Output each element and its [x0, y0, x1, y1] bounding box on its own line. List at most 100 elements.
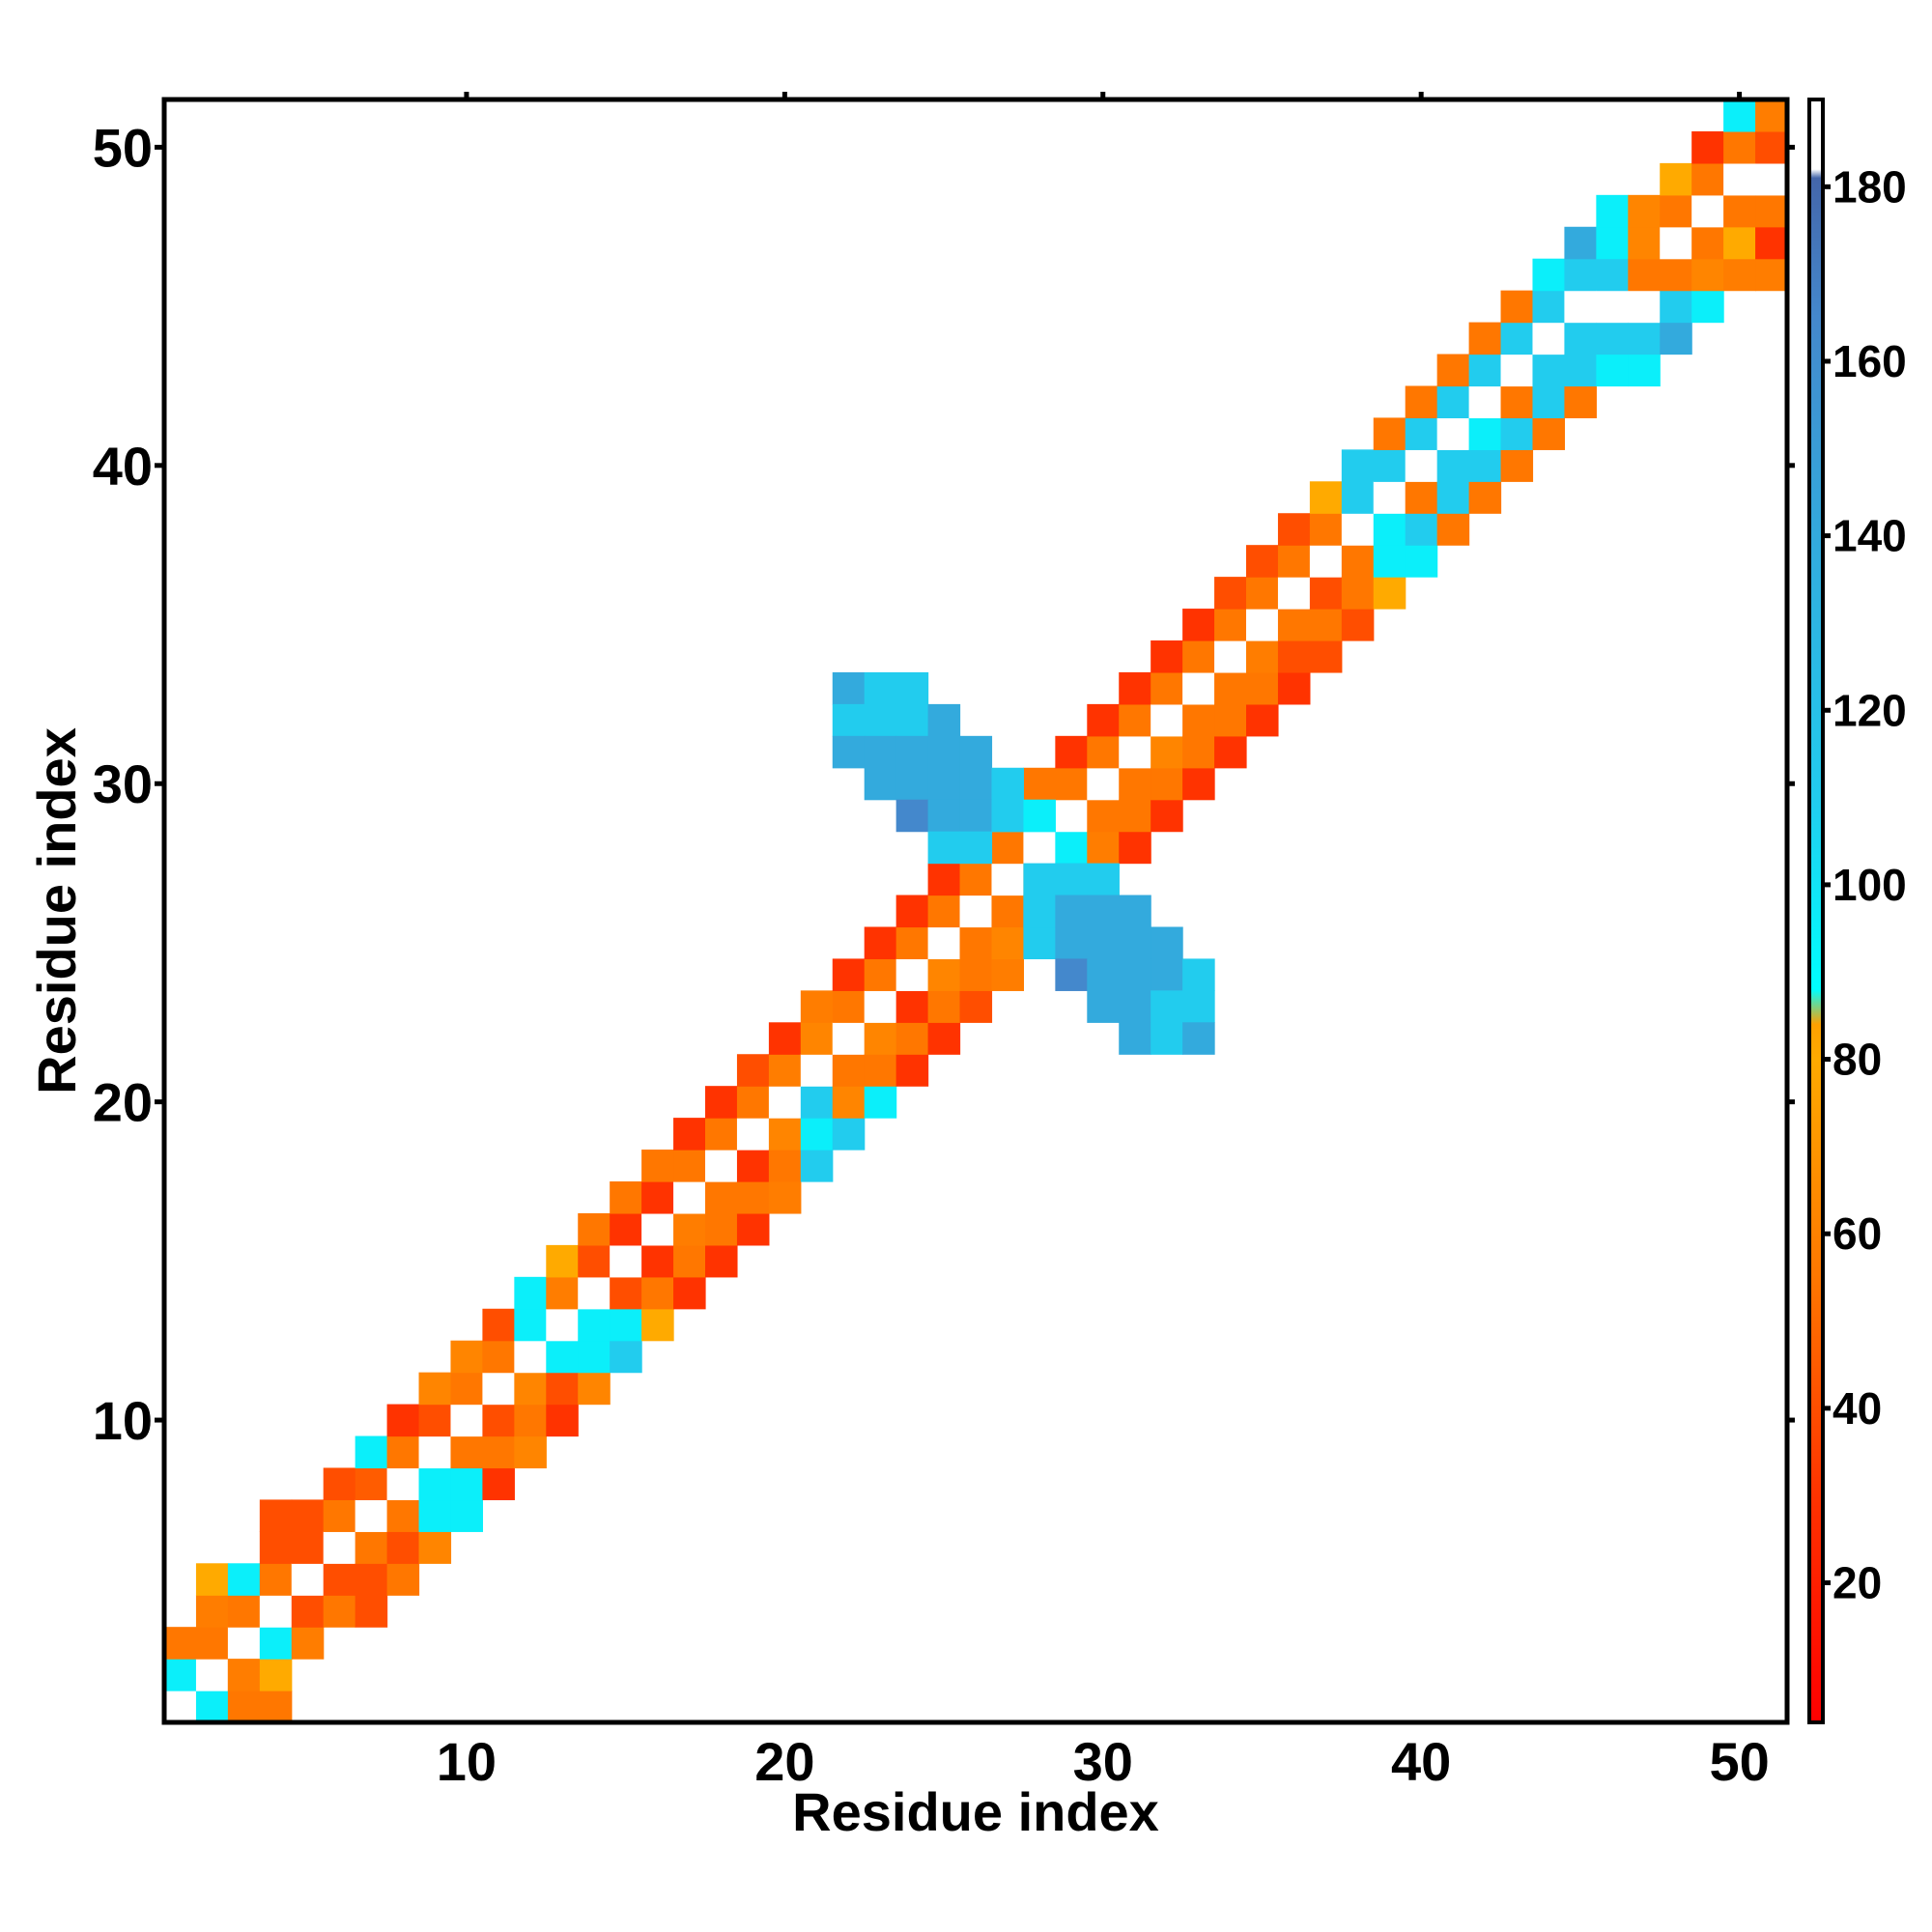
- heatmap-cell: [1500, 322, 1534, 355]
- heatmap-cell: [386, 1404, 420, 1437]
- heatmap-cell: [641, 1276, 674, 1310]
- heatmap-cell: [1309, 513, 1343, 546]
- heatmap-cell: [1723, 162, 1756, 196]
- heatmap-cell: [673, 1276, 706, 1310]
- heatmap-cell: [1182, 767, 1215, 801]
- heatmap-cell: [768, 1150, 802, 1182]
- heatmap-cell: [1055, 799, 1088, 833]
- heatmap-cell: [1182, 640, 1215, 673]
- heatmap-cell: [959, 799, 993, 833]
- heatmap-cell: [895, 1054, 929, 1087]
- heatmap-cell: [1436, 449, 1470, 482]
- heatmap-cell: [736, 1086, 770, 1119]
- heatmap-cell: [259, 1499, 293, 1532]
- heatmap-cell: [641, 1150, 674, 1182]
- heatmap-cell: [927, 990, 961, 1023]
- heatmap-cell: [195, 1595, 229, 1628]
- x-tick-label: 20: [754, 1731, 814, 1792]
- heatmap-cell: [1214, 703, 1247, 737]
- heatmap-cell: [578, 1340, 611, 1374]
- heatmap-cell: [1723, 258, 1756, 292]
- heatmap-cell: [1564, 322, 1597, 355]
- heatmap-cell: [959, 958, 993, 991]
- heatmap-cell: [164, 1659, 197, 1691]
- heatmap-cell: [1277, 640, 1311, 673]
- heatmap-cell: [959, 831, 993, 865]
- heatmap-cell: [800, 1150, 834, 1182]
- heatmap-cell: [1182, 735, 1215, 769]
- heatmap-cell: [736, 1181, 770, 1214]
- heatmap-cell: [1055, 958, 1088, 991]
- heatmap-cell: [514, 1340, 547, 1374]
- heatmap-cell: [259, 1531, 293, 1564]
- heatmap-cell: [1436, 385, 1470, 419]
- heatmap-cell: [895, 958, 929, 991]
- heatmap-cell: [1468, 449, 1502, 482]
- heatmap-cell: [1628, 226, 1661, 260]
- heatmap-cell: [514, 1404, 547, 1437]
- heatmap-cell: [610, 1308, 642, 1342]
- heatmap-cell: [864, 1086, 897, 1119]
- colorbar: 20 40 60 80 100 120 140 160 180: [1807, 98, 1907, 1724]
- heatmap-cell: [1151, 767, 1183, 801]
- heatmap-cell: [386, 1499, 420, 1532]
- heatmap-cell: [1436, 513, 1470, 546]
- heatmap-cell: [1755, 226, 1788, 260]
- heatmap-cell: [1373, 417, 1406, 450]
- heatmap-cell: [1277, 513, 1311, 546]
- heatmap-cell: [164, 1690, 197, 1723]
- heatmap-cell: [1405, 449, 1438, 482]
- heatmap-cell: [1119, 1022, 1151, 1055]
- heatmap-cell: [1309, 577, 1343, 610]
- heatmap-cell: [1087, 767, 1120, 801]
- heatmap-cell: [578, 1308, 611, 1342]
- heatmap-cell: [991, 958, 1025, 991]
- heatmap-cell: [1436, 481, 1470, 514]
- heatmap-cell: [259, 1595, 293, 1628]
- heatmap-cell: [1119, 767, 1151, 801]
- y-tick-label: 20: [93, 1072, 153, 1133]
- heatmap-cell: [1755, 258, 1788, 292]
- heatmap-cell: [1246, 609, 1279, 641]
- heatmap-cell: [1373, 449, 1406, 482]
- plot-frame: [161, 97, 1790, 1725]
- heatmap-cell: [864, 926, 897, 960]
- heatmap-cell: [227, 1595, 261, 1628]
- heatmap-cell: [641, 1181, 674, 1214]
- heatmap-cell: [1119, 895, 1151, 928]
- heatmap-cell: [1373, 577, 1406, 610]
- x-tick-label: 40: [1391, 1731, 1451, 1792]
- heatmap-cell: [927, 863, 961, 896]
- heatmap-cell: [1723, 226, 1756, 260]
- heatmap-cell: [1182, 703, 1215, 737]
- heatmap-cell: [1246, 703, 1279, 737]
- heatmap-cell: [546, 1340, 579, 1374]
- heatmap-cell: [482, 1435, 515, 1469]
- heatmap-cell: [418, 1372, 452, 1406]
- heatmap-cell: [705, 1244, 738, 1278]
- heatmap-cell: [259, 1563, 293, 1596]
- colorbar-tick-label: 120: [1833, 685, 1907, 735]
- heatmap-cell: [323, 1531, 356, 1564]
- heatmap-cell: [578, 1212, 611, 1246]
- heatmap-cell: [546, 1372, 579, 1406]
- heatmap-cell: [1564, 290, 1597, 324]
- heatmap-cell: [736, 1118, 770, 1151]
- heatmap-cell: [768, 1181, 802, 1214]
- heatmap-cell: [1468, 417, 1502, 450]
- heatmap-cell: [705, 1150, 738, 1182]
- heatmap-cell: [1055, 767, 1088, 801]
- heatmap-cell: [578, 1372, 611, 1406]
- heatmap-cell: [1119, 703, 1151, 737]
- heatmap-cell: [991, 831, 1025, 865]
- heatmap-cells: [164, 99, 1788, 1723]
- heatmap-cell: [227, 1627, 261, 1660]
- heatmap-cell: [1373, 481, 1406, 514]
- heatmap-cell: [832, 1022, 866, 1055]
- heatmap-cell: [673, 1244, 706, 1278]
- heatmap-cell: [895, 767, 929, 801]
- heatmap-cell: [610, 1212, 642, 1246]
- heatmap-cell: [1182, 990, 1215, 1023]
- heatmap-cell: [291, 1563, 325, 1596]
